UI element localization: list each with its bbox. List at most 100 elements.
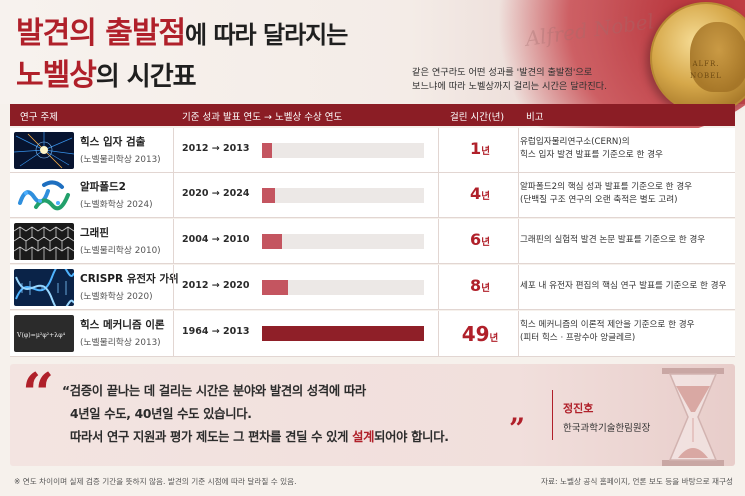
duration-bar-track (262, 280, 424, 295)
table-row: 그래핀 (노벨물리학상 2010) 2004 → 2010 6년 그래핀의 실험… (10, 219, 735, 264)
column-header-note: 비고 (526, 112, 544, 123)
duration-number: 8 (470, 276, 482, 295)
row-note: 그래핀의 실험적 발견 논문 발표를 기준으로 한 경우 (520, 234, 732, 247)
prize-label: (노벨화학상 2024) (80, 200, 153, 210)
note-line: 알파폴드2의 핵심 성과 발표를 기준으로 한 경우 (520, 182, 693, 192)
speaker-name: 정진호 (563, 402, 594, 415)
column-divider (173, 128, 174, 172)
speaker-role: 한국과학기술한림원장 (563, 423, 651, 434)
title-text-2: 의 시간표 (95, 62, 197, 92)
footnote: ※ 연도 차이이며 실제 검증 기간을 뜻하지 않음. 발견의 기준 시점에 따… (14, 477, 297, 486)
medal-portrait (690, 22, 745, 92)
column-divider (173, 265, 174, 309)
page-title-line2: 노벨상의 시간표 (16, 50, 197, 94)
year-range: 2012 → 2020 (182, 280, 250, 291)
title-highlight-2: 노벨상 (16, 58, 97, 93)
quote-line-2: 4년일 수도, 40년일 수도 있습니다. (70, 407, 252, 421)
subtitle-line-2: 보느냐에 따라 노벨상까지 걸리는 시간은 달라진다. (412, 81, 608, 92)
duration-bar-track (262, 188, 424, 203)
duration-number: 6 (470, 230, 482, 249)
duration-bar-track (262, 143, 424, 158)
quote-open-icon: “ (22, 361, 55, 427)
duration-value: 8년 (440, 276, 520, 295)
duration-unit: 년 (481, 191, 490, 202)
quote-line-3-c: 되어야 합니다. (374, 430, 449, 444)
duration-bar (262, 143, 272, 158)
duration-value: 6년 (440, 230, 520, 249)
column-divider (438, 311, 439, 356)
year-range: 2012 → 2013 (182, 143, 250, 154)
duration-value: 4년 (440, 184, 520, 203)
prize-label: (노벨물리학상 2013) (80, 338, 161, 348)
quote-line-3-b: 설계 (352, 430, 375, 444)
page-title-line1: 발견의 출발점에 따라 달라지는 (16, 8, 348, 52)
note-line: 유럽입자물리연구소(CERN)의 (520, 137, 630, 147)
quote-line-3: 따라서 연구 지원과 평가 제도는 그 편차를 견딜 수 있게 설계되어야 합니… (70, 427, 449, 445)
row-note: 알파폴드2의 핵심 성과 발표를 기준으로 한 경우 (단백질 구조 연구의 오랜… (520, 181, 732, 207)
medal-inscription-2: NOBEL (690, 72, 722, 80)
column-header-topic: 연구 주제 (20, 112, 58, 123)
column-divider (173, 311, 174, 356)
duration-unit: 년 (481, 283, 490, 294)
duration-bar (262, 280, 288, 295)
column-divider (438, 173, 439, 217)
duration-value: 49년 (440, 322, 520, 346)
topic-name: 그래핀 (80, 227, 109, 239)
topic-name: 힉스 입자 검출 (80, 136, 146, 148)
note-line: 세포 내 유전자 편집의 핵심 연구 발표를 기준으로 한 경우 (520, 281, 727, 291)
duration-number: 1 (470, 139, 482, 158)
duration-bar-track (262, 326, 424, 341)
note-line: 힉스 메커니즘의 이론적 제안을 기준으로 한 경우 (520, 320, 695, 330)
quote-line-3-a: 따라서 연구 지원과 평가 제도는 그 편차를 견딜 수 있게 (70, 430, 353, 444)
column-header-duration: 걸린 시간(년) (450, 112, 505, 123)
column-divider (173, 173, 174, 217)
prize-label: (노벨화학상 2020) (80, 292, 153, 302)
chalkboard-formula: V(φ)=μ²φ²+λφ⁴ (16, 332, 66, 339)
column-divider (518, 173, 519, 217)
column-divider (438, 265, 439, 309)
duration-bar (262, 326, 424, 341)
topic-name: 알파폴드2 (80, 181, 126, 193)
title-text-1: 에 따라 달라지는 (185, 21, 348, 49)
dna-helix-image (14, 269, 74, 306)
year-range: 2020 → 2024 (182, 188, 250, 199)
note-line: 그래핀의 실험적 발견 논문 발표를 기준으로 한 경우 (520, 235, 706, 245)
duration-bar-track (262, 234, 424, 249)
graphene-lattice-image (14, 223, 74, 260)
duration-unit: 년 (489, 333, 499, 344)
duration-number: 49 (461, 322, 490, 346)
column-divider (518, 219, 519, 263)
quote-line-1: “검증이 끝나는 데 걸리는 시간은 분야와 발견의 성격에 따라 (62, 384, 366, 398)
row-note: 세포 내 유전자 편집의 핵심 연구 발표를 기준으로 한 경우 (520, 280, 732, 293)
table-row: CRISPR 유전자 가위 (노벨화학상 2020) 2012 → 2020 8… (10, 265, 735, 310)
nobel-medal-image: ALFR. NOBEL (650, 2, 745, 114)
note-line: (단백질 구조 연구의 오랜 축적은 별도 고려) (520, 195, 678, 205)
particle-collision-image (14, 132, 74, 169)
note-line: 힉스 입자 발견 발표를 기준으로 한 경우 (520, 150, 663, 160)
topic-name: CRISPR 유전자 가위 (80, 273, 179, 285)
medal-inscription-1: ALFR. (692, 60, 720, 68)
year-range: 1964 → 2013 (182, 326, 250, 337)
duration-number: 4 (470, 184, 482, 203)
year-range: 2004 → 2010 (182, 234, 250, 245)
prize-label: (노벨물리학상 2010) (80, 246, 161, 256)
column-divider (518, 128, 519, 172)
subtitle: 같은 연구라도 어떤 성과를 '발견의 출발점'으로 보느냐에 따라 노벨상까지… (412, 66, 642, 94)
topic-name: 힉스 메커니즘 이론 (80, 319, 165, 331)
column-header-years: 기준 성과 발표 연도 → 노벨상 수상 연도 (182, 112, 343, 123)
speaker-divider (552, 390, 553, 440)
duration-bar (262, 188, 275, 203)
source-note: 자료: 노벨상 공식 홈페이지, 언론 보도 등을 바탕으로 재구성 (541, 477, 733, 486)
chalkboard-formula-image: V(φ)=μ²φ²+λφ⁴ (14, 315, 74, 352)
table-row: V(φ)=μ²φ²+λφ⁴ 힉스 메커니즘 이론 (노벨물리학상 2013) 1… (10, 311, 735, 357)
table-header: 연구 주제 기준 성과 발표 연도 → 노벨상 수상 연도 걸린 시간(년) 비… (10, 104, 735, 126)
table-row: 힉스 입자 검출 (노벨물리학상 2013) 2012 → 2013 1년 유럽… (10, 128, 735, 173)
column-divider (518, 311, 519, 356)
hourglass-icon (662, 368, 724, 466)
column-divider (173, 219, 174, 263)
column-divider (518, 265, 519, 309)
subtitle-line-1: 같은 연구라도 어떤 성과를 '발견의 출발점'으로 (412, 67, 593, 78)
duration-bar (262, 234, 282, 249)
quote-close-icon: ” (509, 412, 526, 445)
